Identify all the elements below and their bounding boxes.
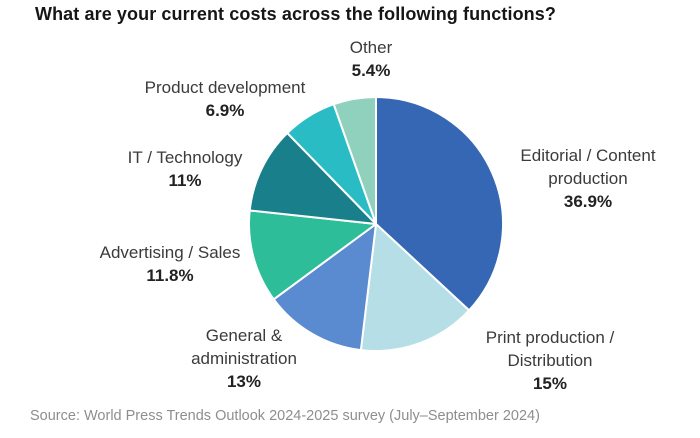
slice-label-pct: 13% — [226, 372, 262, 391]
slice-label-other: Other 5.4% — [350, 36, 393, 82]
slice-label-pct: 11.8% — [146, 266, 194, 285]
slice-label-pct: 6.9% — [205, 101, 245, 120]
slice-label-pct: 36.9% — [563, 192, 613, 211]
slice-label-text: Editorial / Content — [520, 146, 656, 165]
slice-label-print-production-distribution: Print production / Distribution 15% — [486, 326, 615, 395]
slice-label-product-development: Product development 6.9% — [145, 76, 306, 122]
slice-label-pct: 11% — [168, 171, 202, 190]
source-note: Source: World Press Trends Outlook 2024-… — [30, 408, 540, 424]
slice-label-text: IT / Technology — [127, 148, 243, 167]
slice-label-text: production — [548, 169, 628, 188]
pie-slice-advertising-sales — [248, 209, 377, 301]
slice-label-general-administration: General & administration 13% — [191, 324, 297, 393]
pie-slice-print-production-distribution — [359, 223, 471, 352]
slice-label-text: General & — [205, 326, 283, 345]
slice-label-pct: 15% — [532, 374, 568, 393]
slice-label-advertising-sales: Advertising / Sales 11.8% — [100, 241, 241, 287]
pie-slice-other — [332, 96, 377, 225]
slice-label-editorial-content-production: Editorial / Content production 36.9% — [520, 144, 655, 213]
slice-label-text: Advertising / Sales — [99, 243, 241, 262]
chart-title: What are your current costs across the f… — [35, 4, 556, 24]
slice-label-pct: 5.4% — [351, 61, 391, 80]
slice-label-text: Distribution — [507, 351, 593, 370]
pie-slice-editorial-content-production — [375, 96, 504, 312]
slice-label-text: Print production / — [485, 328, 615, 347]
pie-slice-general-administration — [272, 223, 377, 352]
slice-label-text: Other — [349, 38, 393, 57]
slice-label-text: administration — [191, 349, 297, 368]
slice-label-it-technology: IT / Technology 11% — [128, 146, 243, 192]
pie-slice-it-technology — [248, 132, 377, 225]
slice-label-text: Product development — [144, 78, 306, 97]
